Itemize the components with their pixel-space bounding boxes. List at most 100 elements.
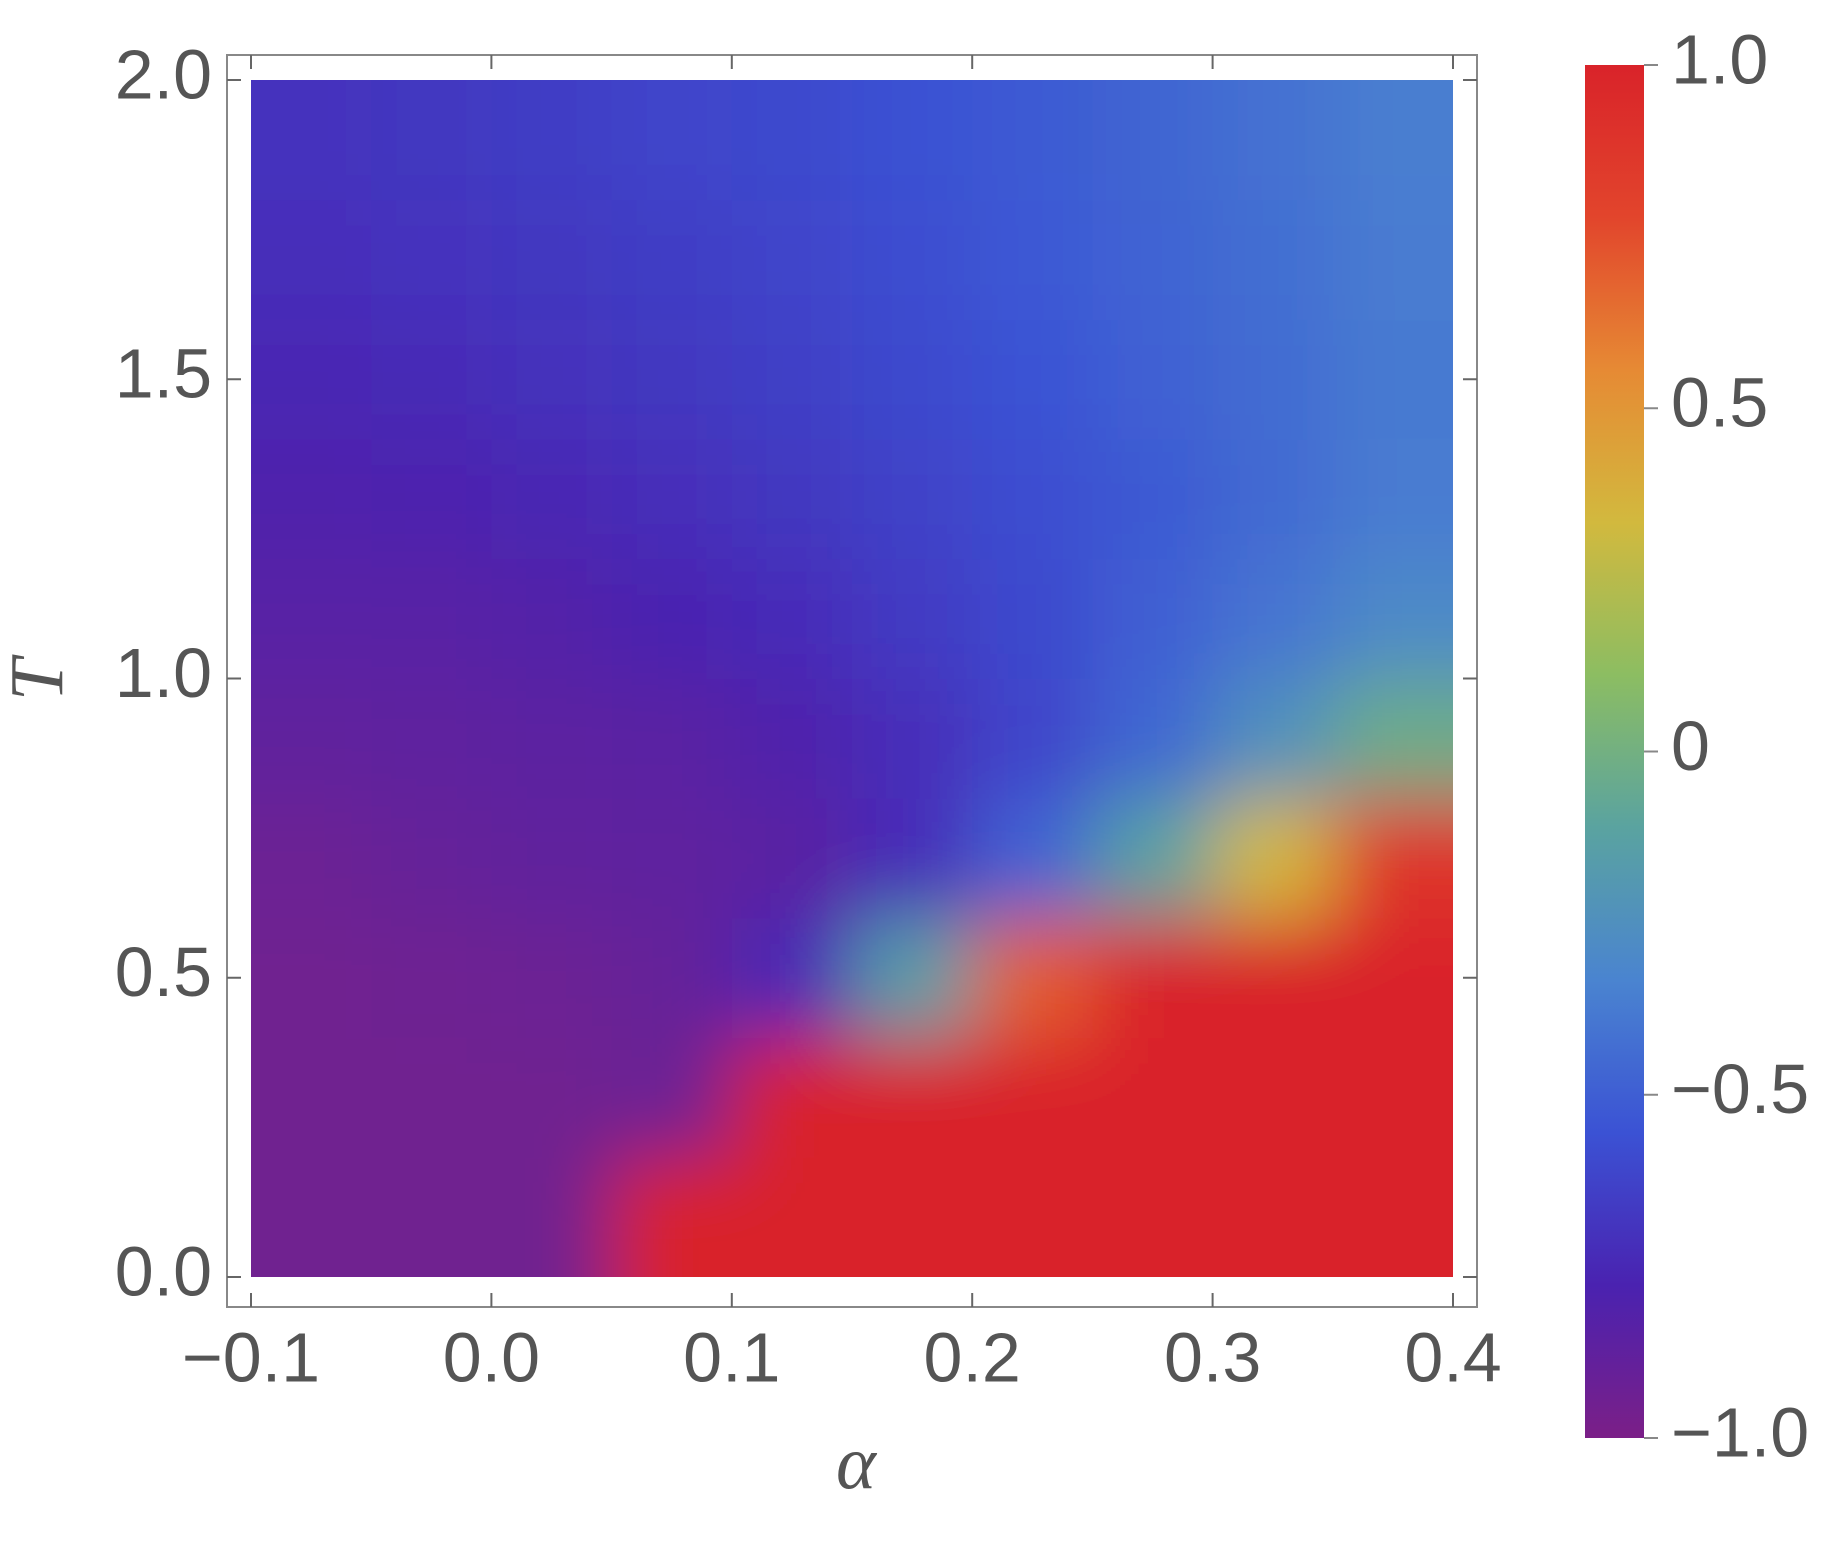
heatmap-cell [1332,798,1453,919]
heatmap-cell [371,439,492,560]
heatmap-cell [731,80,853,201]
heatmap-cell [251,917,372,1039]
heatmap-cell [251,678,372,799]
heatmap-cell [491,798,613,919]
heatmap-cell [1332,917,1453,1039]
heatmap-cell [852,439,973,560]
heatmap-cell [371,1157,492,1277]
heatmap-cell [251,439,372,560]
x-axis-label: α [836,1421,878,1505]
heatmap-cell [731,439,853,560]
heatmap-cell [1212,558,1334,679]
heatmap-cell [972,319,1093,440]
heatmap-cell [491,917,613,1039]
heatmap-cell [1092,439,1214,560]
heatmap-cell [491,80,613,201]
heatmap-cell [731,199,853,320]
heatmap-cell [251,558,372,679]
heatmap-cell [1332,558,1453,679]
x-tick-label: 0.2 [924,1318,1021,1396]
colorbar-tick-label: 0 [1671,707,1710,785]
heatmap-cell [371,80,492,201]
heatmap-cell [491,678,613,799]
x-tick-label: 0.4 [1404,1318,1501,1396]
heatmap-cell [611,1037,733,1158]
heatmap-cell [371,678,492,799]
colorbar-tick-label: −1.0 [1671,1393,1809,1471]
heatmap-cell [371,558,492,679]
heatmap-cell [731,558,853,679]
colorbar-tick-label: 0.5 [1671,364,1768,442]
heatmap-cell [371,917,492,1039]
colorbar-tick-label: −0.5 [1671,1050,1809,1128]
heatmap-cell [972,1037,1093,1158]
heatmap-cell [1092,199,1214,320]
heatmap-cell [731,319,853,440]
heatmap-cell [852,1157,973,1277]
heatmap-cell [251,1037,372,1158]
heatmap-cell [611,80,733,201]
colorbar-tick-label: 1.0 [1671,20,1768,98]
heatmap-cell [1092,1157,1214,1277]
heatmap-cell [852,678,973,799]
heatmap-cell [1092,1037,1214,1158]
heatmap-cell [1092,917,1214,1039]
heatmap [251,80,1453,1277]
heatmap-cell [611,917,733,1039]
heatmap-cell [972,558,1093,679]
heatmap-cell [611,798,733,919]
heatmap-cell [731,917,853,1039]
heatmap-cell [491,199,613,320]
y-tick-label: 2.0 [115,35,212,113]
heatmap-cell [1332,199,1453,320]
heatmap-cell [1212,439,1334,560]
heatmap-cells [251,80,1453,1277]
heatmap-cell [371,319,492,440]
heatmap-cell [371,1037,492,1158]
heatmap-cell [491,319,613,440]
heatmap-cell [1212,798,1334,919]
heatmap-cell [852,199,973,320]
heatmap-cell [1332,80,1453,201]
x-tick-label: 0.3 [1164,1318,1261,1396]
heatmap-cell [731,1157,853,1277]
heatmap-cell [611,199,733,320]
heatmap-cell [1092,678,1214,799]
heatmap-cell [251,1157,372,1277]
heatmap-cell [1212,80,1334,201]
heatmap-cell [251,199,372,320]
heatmap-cell [491,1037,613,1158]
y-tick-label: 0.0 [115,1232,212,1310]
heatmap-cell [1332,319,1453,440]
heatmap-cell [1092,798,1214,919]
heatmap-cell [611,439,733,560]
colorbar [1585,65,1644,1438]
heatmap-cell [611,1157,733,1277]
x-tick-label: 0.1 [683,1318,780,1396]
heatmap-cell [1212,1157,1334,1277]
heatmap-cell [251,80,372,201]
heatmap-cell [371,199,492,320]
heatmap-cell [852,319,973,440]
heatmap-cell [972,199,1093,320]
heatmap-cell [491,439,613,560]
heatmap-cell [972,439,1093,560]
y-tick-label: 1.0 [115,634,212,712]
heatmap-cell [731,678,853,799]
heatmap-cell [1212,917,1334,1039]
heatmap-cell [1212,199,1334,320]
y-axis-label: T [0,654,79,701]
heatmap-cell [852,80,973,201]
heatmap-cell [1332,678,1453,799]
heatmap-cell [972,1157,1093,1277]
heatmap-cell [731,798,853,919]
heatmap-cell [972,917,1093,1039]
heatmap-cell [251,798,372,919]
heatmap-cell [1212,1037,1334,1158]
heatmap-cell [491,558,613,679]
plot-frame [226,54,1478,1308]
heatmap-cell [731,1037,853,1158]
heatmap-cell [1332,1157,1453,1277]
heatmap-cell [1332,1037,1453,1158]
